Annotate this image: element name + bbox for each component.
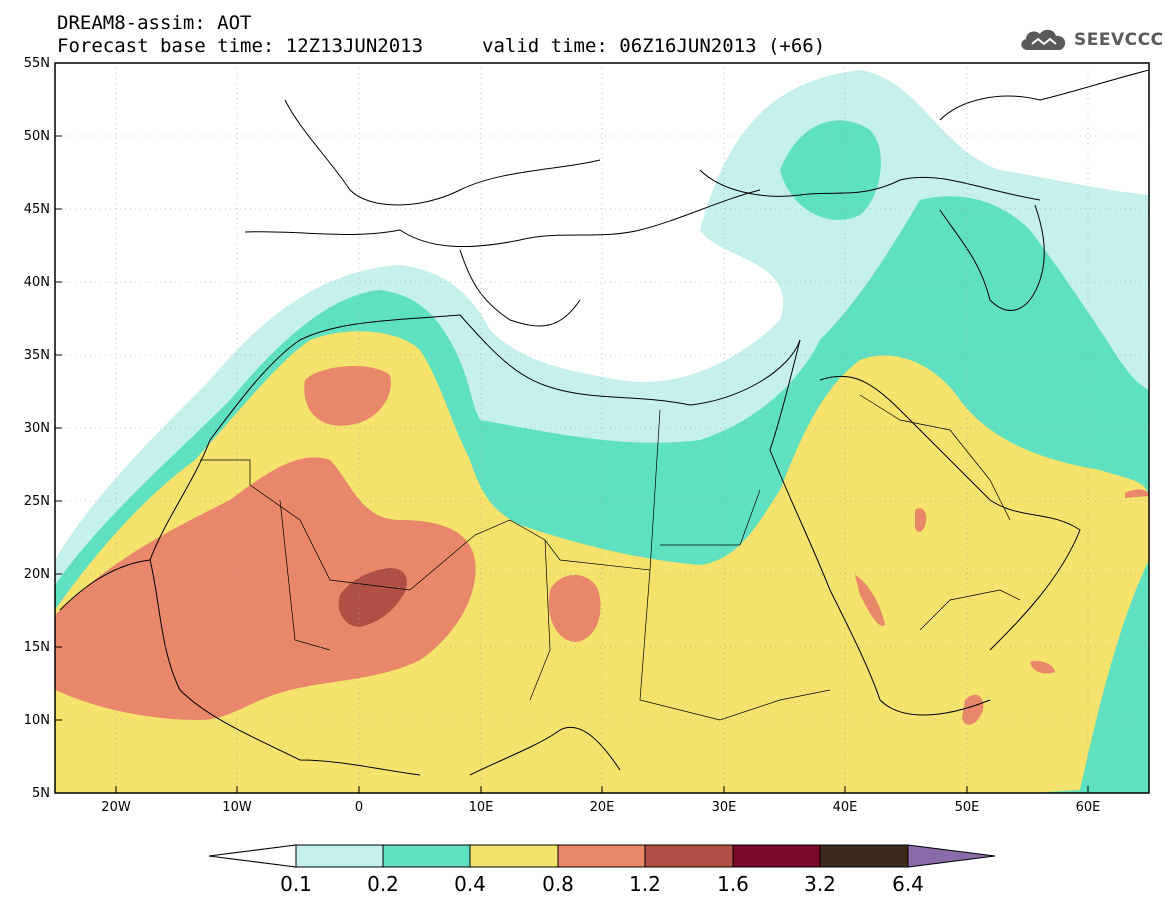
lon-label: 40E bbox=[832, 800, 858, 815]
logo-text: SEEVCCC bbox=[1074, 30, 1164, 50]
lat-label: 35N bbox=[23, 348, 50, 363]
lon-label: 50E bbox=[954, 800, 980, 815]
colorbar-label: 3.2 bbox=[804, 872, 836, 896]
forecast-base-time: Forecast base time: 12Z13JUN2013 bbox=[57, 35, 424, 57]
lon-label: 20E bbox=[589, 800, 615, 815]
colorbar-over-arrow bbox=[907, 844, 996, 868]
coastlines bbox=[59, 69, 1149, 776]
colorbar-segment-1 bbox=[295, 844, 384, 868]
colorbar-label: 0.8 bbox=[542, 872, 574, 896]
lon-label: 60E bbox=[1075, 800, 1101, 815]
colorbar-label: 1.6 bbox=[717, 872, 749, 896]
axis-ticks bbox=[55, 62, 1089, 793]
cloud-icon bbox=[1021, 29, 1066, 50]
lon-label: 30E bbox=[711, 800, 737, 815]
lat-label: 25N bbox=[23, 494, 50, 509]
colorbar-label: 6.4 bbox=[892, 872, 924, 896]
colorbar-segment-4 bbox=[557, 844, 646, 868]
map-title: DREAM8-assim: AOT bbox=[57, 12, 252, 34]
graticule bbox=[55, 63, 1149, 793]
map-frame bbox=[54, 62, 1150, 794]
colorbar-segment-2 bbox=[382, 844, 471, 868]
lon-label: 10W bbox=[222, 800, 252, 815]
lat-label: 20N bbox=[23, 567, 50, 582]
colorbar-segment-7 bbox=[819, 844, 909, 868]
colorbar-segment-3 bbox=[469, 844, 559, 868]
colorbar-label: 0.4 bbox=[454, 872, 486, 896]
lat-label: 30N bbox=[23, 421, 50, 436]
aot-contours bbox=[55, 70, 1149, 793]
lat-label: 10N bbox=[23, 713, 50, 728]
colorbar-under-arrow bbox=[208, 844, 297, 868]
lat-label: 15N bbox=[23, 640, 50, 655]
lon-label: 20W bbox=[101, 800, 131, 815]
lat-label: 50N bbox=[23, 129, 50, 144]
lon-label: 0 bbox=[354, 800, 364, 815]
colorbar-label: 0.1 bbox=[280, 872, 312, 896]
lat-label: 5N bbox=[32, 786, 50, 801]
lat-label: 55N bbox=[23, 56, 50, 71]
lat-label: 40N bbox=[23, 275, 50, 290]
colorbar-label: 0.2 bbox=[367, 872, 399, 896]
seevccc-logo: SEEVCCC bbox=[1018, 26, 1164, 54]
aot-band-0-8 bbox=[55, 365, 1149, 725]
valid-time: valid time: 06Z16JUN2013 (+66) bbox=[482, 35, 826, 57]
lon-label: 10E bbox=[468, 800, 494, 815]
aot-band-1-2 bbox=[338, 568, 407, 627]
colorbar-label: 1.2 bbox=[629, 872, 661, 896]
colorbar bbox=[208, 844, 996, 868]
colorbar-segment-5 bbox=[644, 844, 734, 868]
lat-label: 45N bbox=[23, 202, 50, 217]
colorbar-segment-6 bbox=[732, 844, 821, 868]
